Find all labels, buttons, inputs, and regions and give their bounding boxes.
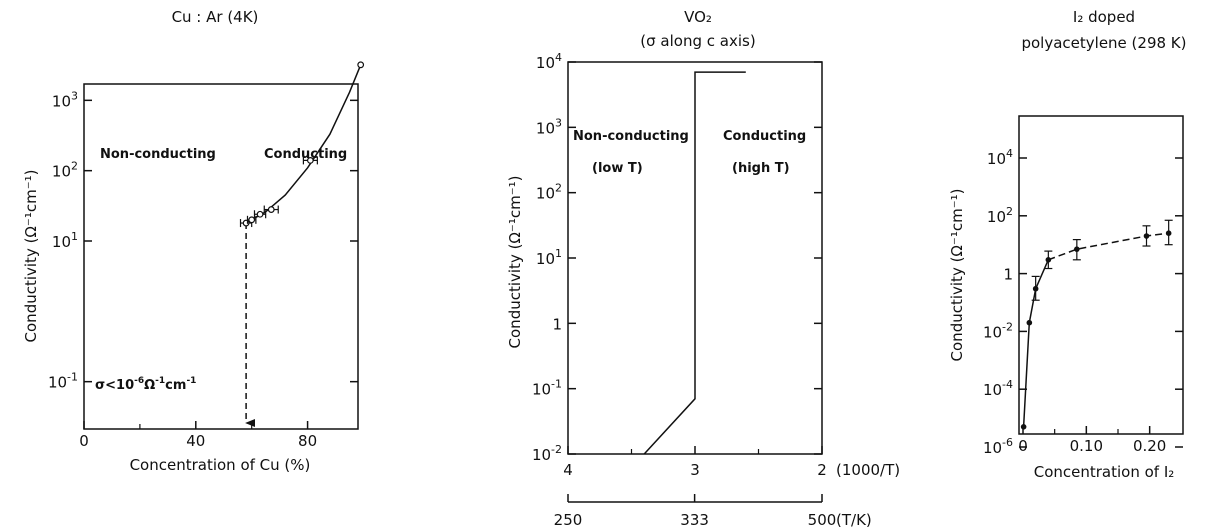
y-tick-label: 102 [536,182,562,203]
x-axis: 4 3 2 [563,446,827,479]
y-tick-label: 10-6 [983,436,1013,457]
y-tick-label: 102 [52,160,78,181]
secondary-x-axis-ticks: 250 333 500 [554,494,837,529]
y-tick-label: 1 [1003,266,1013,284]
data-point [1165,230,1172,236]
y-axis-label: Conductivity (Ω⁻¹cm⁻¹) [506,176,524,349]
x-axis: 0 40 80 [79,421,317,450]
data-point [267,206,275,213]
annotation-low-t: (low T) [592,161,643,176]
data-point [1074,246,1080,252]
trend-line-dashed [1048,232,1169,261]
x-tick-label: 0.20 [1133,437,1166,455]
x-tick-label: 3 [690,461,700,479]
x-axis-label: (1000/T) [836,461,900,479]
data-point [1032,285,1039,292]
data-point [1020,423,1027,430]
y-tick-label: 103 [536,116,562,137]
data-point [1045,257,1052,263]
trend-line-steep [1022,259,1049,427]
y-tick-label: 102 [987,205,1013,226]
y-axis-label: Conductivity (Ω⁻¹cm⁻¹) [948,189,966,362]
x-tick-label: 0.10 [1070,437,1103,455]
x-axis: 0 0.10 0.20 [1018,426,1166,455]
y-axis: 10-1 101 102 103 [48,89,358,392]
y-tick-label: 10-4 [983,378,1013,399]
vo2-chart: VO₂ (σ along c axis) 4 3 2 10-2 10-1 1 101 102… [506,8,900,529]
x2-tick-label: 333 [680,511,709,529]
plot-frame [1018,115,1184,435]
y-axis: 10-2 10-1 1 101 102 103 104 [532,51,822,464]
polyacetylene-chart: I₂ doped polyacetylene (298 K) 0 0.10 0.20… [948,8,1187,481]
y-tick-label: 103 [52,89,78,110]
series-line [643,71,746,455]
x-tick-label: 2 [817,461,827,479]
y-tick-label: 10-1 [48,371,78,392]
data-point [256,210,264,218]
y-tick-label: 1 [552,315,562,333]
data-marks [1020,219,1173,430]
x2-tick-label: 250 [554,511,583,529]
y-tick-label: 10-1 [532,378,562,399]
annotation-conducting: Conducting [264,147,347,162]
y-axis: 10-6 10-4 10-2 1 102 104 [983,147,1183,457]
data-marks [643,71,746,455]
chart-title: I₂ doped [1073,8,1135,26]
x-tick-label: 0 [79,432,89,450]
data-point [306,156,314,164]
chart-title: Cu : Ar (4K) [172,8,259,26]
x2-tick-label: 500 [808,511,837,529]
secondary-x-axis-label: (T/K) [836,511,872,529]
y-tick-label: 10-2 [983,320,1013,341]
fit-curve [245,64,362,224]
chart-title: VO₂ [684,8,712,26]
y-tick-label: 104 [987,147,1013,168]
cu-ar-chart: Cu : Ar (4K) 0 40 80 10-1 101 102 103 Concent… [22,8,365,474]
data-point [1143,233,1150,239]
x-axis-label: Concentration of Cu (%) [130,456,311,474]
data-point [1026,319,1033,326]
data-point [357,61,365,69]
annotation-non-conducting: Non-conducting [573,129,689,144]
annotation-sigma-threshold: σ<10-6Ω-1cm-1 [95,376,196,393]
y-tick-label: 101 [52,230,78,251]
y-tick-label: 101 [536,247,562,268]
chart-subtitle: (σ along c axis) [640,32,755,50]
x-tick-label: 0 [1018,437,1028,455]
annotation-non-conducting: Non-conducting [100,147,216,162]
y-tick-label: 104 [536,51,562,72]
x-tick-label: 80 [298,432,317,450]
data-point [248,216,256,224]
y-axis-label: Conductivity (Ω⁻¹cm⁻¹) [22,170,40,343]
x-tick-label: 4 [563,461,573,479]
x-axis-label: Concentration of I₂ [1034,463,1175,481]
chart-subtitle: polyacetylene (298 K) [1021,34,1186,52]
data-marks [239,61,365,427]
y-tick-label: 10-2 [532,443,562,464]
plot-frame [83,83,359,430]
x-tick-label: 40 [186,432,205,450]
annotation-high-t: (high T) [732,161,790,176]
annotation-conducting: Conducting [723,129,806,144]
